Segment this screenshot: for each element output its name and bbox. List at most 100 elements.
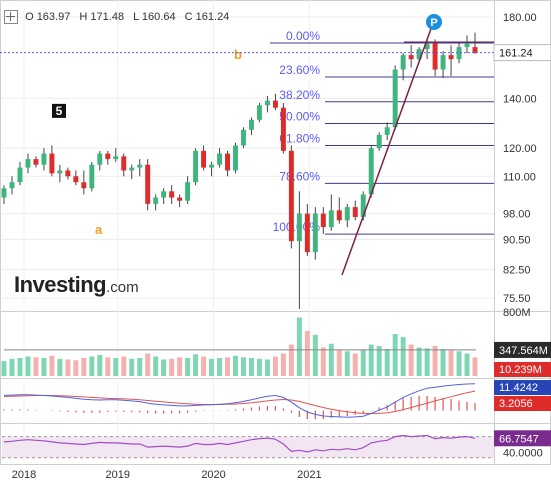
volume-bar — [105, 357, 111, 376]
volume-bar — [328, 343, 334, 376]
volume-bar — [440, 349, 446, 376]
crosshair-icon[interactable] — [4, 10, 18, 24]
volume-bar — [169, 358, 175, 376]
candle-body — [89, 164, 95, 189]
price-tick-label: 110.00 — [503, 171, 536, 183]
rsi-tick-label: 40.0000 — [503, 447, 543, 459]
volume-ma-tag — [494, 341, 551, 358]
price-tick-label: 120.00 — [503, 143, 537, 155]
macd-hist-tag — [494, 396, 551, 411]
price-tick-label: 140.00 — [503, 93, 537, 105]
volume-bar — [424, 348, 430, 376]
volume-bar — [201, 356, 207, 376]
candle-body — [256, 105, 262, 120]
open-value: 163.97 — [36, 10, 71, 23]
candle-body — [153, 197, 159, 204]
candle-body — [241, 129, 246, 146]
volume-bar — [185, 358, 191, 376]
volume-bar — [448, 350, 454, 376]
price-tick-label: 75.50 — [503, 293, 531, 305]
price-tick-label: 98.00 — [503, 209, 531, 221]
wave-label-5: 5 — [56, 104, 63, 118]
wave-label-5-box — [52, 103, 66, 118]
volume-bar — [209, 358, 215, 376]
volume-tick-label: 800M — [503, 307, 531, 319]
candle-body — [169, 191, 175, 198]
volume-bar — [41, 358, 47, 376]
volume-last-tag — [494, 362, 551, 377]
candle-body — [392, 69, 398, 128]
volume-bar — [248, 358, 254, 376]
candle-body — [432, 43, 438, 70]
ohlc-readout: O 163.97 H 171.48 L 160.64 C 161.24 — [4, 10, 229, 24]
candle-body — [320, 213, 326, 228]
volume-bar — [113, 358, 119, 376]
volume-bar — [272, 356, 278, 376]
macd-line-tag — [494, 380, 551, 395]
volume-bar — [256, 358, 262, 376]
volume-bar — [153, 356, 159, 376]
fib-level-label: 38.20% — [279, 88, 320, 102]
volume-bar — [416, 347, 422, 376]
volume-bar — [304, 331, 310, 376]
price-panel: 0.00%23.60%38.20%50.00%61.80%78.60%100.0… — [0, 14, 551, 309]
volume-bar — [137, 358, 143, 376]
rsi-panel — [2, 434, 494, 459]
volume-panel — [1, 317, 478, 376]
last-price-tag — [493, 44, 551, 62]
volume-bar — [9, 358, 15, 376]
x-tick-label: 2021 — [297, 469, 321, 481]
volume-ma-value: 347.564M — [499, 345, 548, 357]
volume-bar — [392, 334, 398, 376]
candle-body — [177, 197, 183, 201]
volume-bar — [217, 358, 223, 376]
candle-body — [73, 176, 79, 183]
volume-bar — [360, 349, 366, 376]
volume-bar — [17, 358, 23, 376]
volume-bar — [456, 351, 462, 376]
volume-bar — [352, 353, 358, 376]
candle-body — [384, 127, 390, 135]
volume-bar — [336, 349, 342, 376]
volume-bar — [129, 358, 135, 376]
candle-body — [304, 213, 310, 253]
candle-body — [57, 170, 63, 174]
close-value: 161.24 — [195, 10, 230, 23]
volume-bar — [193, 354, 199, 376]
rsi-line — [3, 434, 476, 453]
candle-body — [137, 164, 143, 168]
candle-body — [248, 119, 254, 130]
candle-body — [400, 55, 406, 70]
volume-bar — [384, 349, 390, 376]
rsi-last-tag — [494, 430, 551, 447]
low-value: 160.64 — [141, 10, 176, 23]
wave-label-p: P — [430, 17, 437, 29]
candle-body — [360, 194, 366, 217]
high-value: 171.48 — [90, 10, 125, 23]
volume-bar — [89, 356, 95, 376]
candle-body — [17, 167, 23, 183]
candle-body — [201, 150, 207, 168]
x-tick-label: 2018 — [12, 469, 36, 481]
candle-body — [352, 207, 358, 217]
candle-body — [25, 159, 31, 168]
volume-bar — [241, 357, 246, 376]
candle-body — [456, 47, 462, 60]
investing-watermark: Investing.com — [14, 272, 139, 298]
candle-body — [113, 156, 119, 160]
volume-bar — [121, 356, 127, 376]
rsi-last-value: 66.7547 — [499, 433, 539, 445]
watermark-suffix: .com — [106, 279, 139, 296]
trend-line — [341, 25, 433, 276]
volume-bar — [432, 346, 438, 376]
fib-level-label: 0.00% — [286, 29, 320, 43]
volume-bar — [344, 351, 350, 376]
candle-body — [408, 55, 414, 60]
candle-body — [233, 145, 238, 171]
candle-body — [272, 100, 278, 108]
candle-body — [336, 210, 342, 221]
volume-bar — [368, 344, 374, 376]
volume-bar — [25, 356, 31, 376]
candle-body — [65, 170, 71, 177]
